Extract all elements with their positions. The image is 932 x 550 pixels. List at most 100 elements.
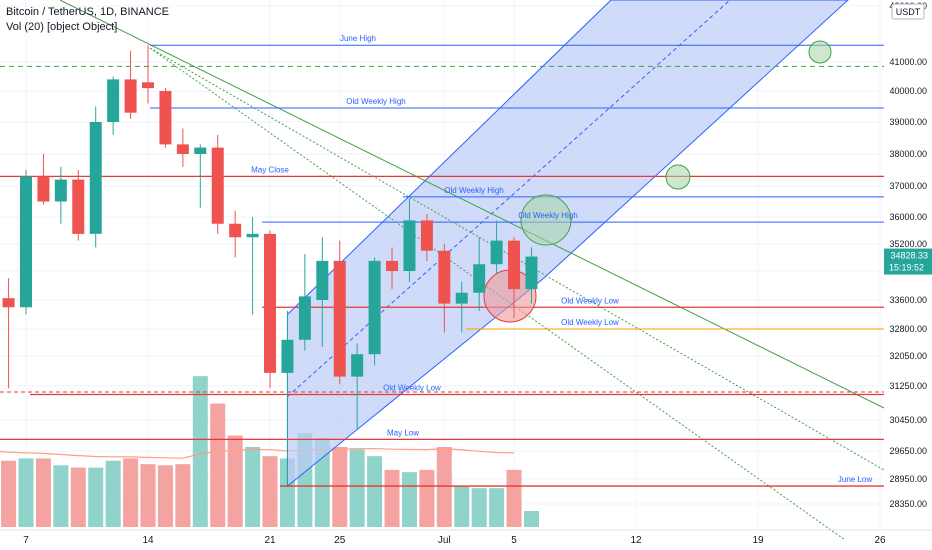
time-tick-label: 5 xyxy=(511,535,517,546)
candle-body[interactable] xyxy=(386,260,399,271)
candle-body[interactable] xyxy=(194,147,207,154)
channel-median-line xyxy=(287,0,731,397)
candle-body[interactable] xyxy=(298,296,311,340)
volume-bar xyxy=(367,456,383,527)
level-label: Old Weekly Low xyxy=(561,318,619,327)
candle-body[interactable] xyxy=(37,176,50,202)
candle-body[interactable] xyxy=(211,147,224,224)
candle-body[interactable] xyxy=(72,179,85,234)
currency-badge[interactable] xyxy=(891,3,925,20)
last-price-label: 34828.33 xyxy=(890,251,928,261)
level-label: May Low xyxy=(387,428,419,437)
volume-bar xyxy=(35,458,51,527)
volume-bar xyxy=(175,464,191,527)
candle-body[interactable] xyxy=(455,292,468,304)
volume-bar xyxy=(506,469,522,527)
candle-body[interactable] xyxy=(368,260,381,355)
volume-bar xyxy=(523,511,539,527)
time-axis[interactable]: 7 14 21 25 Jul 5 12 19 26 xyxy=(0,529,932,546)
price-tick-label: 38000.00 xyxy=(889,149,927,159)
trendline-dotted-1[interactable] xyxy=(149,47,885,471)
volume-bar xyxy=(489,488,505,527)
volume-bar xyxy=(1,460,17,527)
symbol-title[interactable]: Bitcoin / TetherUS, 1D, BINANCE xyxy=(6,6,170,18)
candle-body[interactable] xyxy=(2,298,15,308)
highlight-circle-green-small[interactable] xyxy=(665,164,691,190)
volume-bar xyxy=(471,488,487,527)
candle-body[interactable] xyxy=(473,264,486,293)
level-label: Old Weekly High xyxy=(346,97,405,106)
volume-bar xyxy=(262,456,278,527)
level-label: May Close xyxy=(251,165,289,174)
price-tick-label: 31250.00 xyxy=(889,381,927,391)
last-price-tag[interactable] xyxy=(884,248,932,275)
candle-body[interactable] xyxy=(438,250,451,304)
candle-body[interactable] xyxy=(281,339,294,373)
price-tick-label: 37000.00 xyxy=(889,181,927,191)
price-tick-label: 36000.00 xyxy=(889,212,927,222)
candle-body[interactable] xyxy=(229,223,242,238)
candle-body[interactable] xyxy=(403,220,416,271)
candle-body[interactable] xyxy=(490,240,503,265)
price-tick-label: 28350.00 xyxy=(889,499,927,509)
candle-body[interactable] xyxy=(89,122,102,234)
price-tick-label: 28950.00 xyxy=(889,474,927,484)
price-tick-label: 29650.00 xyxy=(889,446,927,456)
price-tick-label: 33600.00 xyxy=(889,295,927,305)
highlight-circle-green[interactable] xyxy=(520,194,572,246)
level-labels: June High Old Weekly High May Close Old Wee… xyxy=(251,34,872,484)
candle-body[interactable] xyxy=(316,260,329,300)
level-label: Old Weekly Low xyxy=(383,384,441,393)
volume-bar xyxy=(436,447,452,527)
candle-body[interactable] xyxy=(420,220,433,251)
volume-pane xyxy=(0,376,539,527)
level-label: Old Weekly Low xyxy=(561,296,619,305)
volume-bar xyxy=(18,458,34,527)
volume-bar xyxy=(349,449,365,527)
volume-bar xyxy=(53,465,69,527)
volume-bar xyxy=(123,458,139,527)
time-tick-label: Jul xyxy=(438,535,451,546)
price-tick-label: 40000.00 xyxy=(889,86,927,96)
candle-body[interactable] xyxy=(246,233,259,238)
candle-body[interactable] xyxy=(176,144,189,154)
volume-ma-line xyxy=(0,447,515,459)
currency-badge-label: USDT xyxy=(896,7,921,17)
time-tick-label: 19 xyxy=(752,535,764,546)
volume-bar xyxy=(454,485,470,527)
candle-body[interactable] xyxy=(142,82,155,89)
volume-bar xyxy=(384,469,400,527)
time-tick-label: 26 xyxy=(875,535,887,546)
volume-bar xyxy=(332,447,348,527)
candles[interactable] xyxy=(0,45,538,486)
candle-body[interactable] xyxy=(159,91,172,145)
candle-body[interactable] xyxy=(107,79,120,122)
candle-body[interactable] xyxy=(508,240,521,290)
price-tick-label: 39000.00 xyxy=(889,117,927,127)
time-tick-label: 25 xyxy=(334,535,346,546)
candle-body[interactable] xyxy=(264,233,277,373)
volume-bar xyxy=(419,469,435,527)
price-axis[interactable]: 42000.0041000.0040000.0039000.0038000.00… xyxy=(884,0,932,550)
candle-body[interactable] xyxy=(525,256,538,290)
highlight-circle-green-top[interactable] xyxy=(808,40,832,64)
candle-body[interactable] xyxy=(54,179,67,202)
price-tick-label: 41000.00 xyxy=(889,57,927,67)
volume-bar xyxy=(105,460,121,527)
candle-body[interactable] xyxy=(351,354,364,377)
level-label: June High xyxy=(340,34,376,43)
time-tick-label: 14 xyxy=(142,535,154,546)
level-label: June Low xyxy=(838,475,872,484)
volume-indicator-label[interactable]: Vol (20) [object Object] xyxy=(6,21,118,33)
candle-body[interactable] xyxy=(333,260,346,377)
candle-body[interactable] xyxy=(20,176,32,308)
trendline-green[interactable] xyxy=(59,0,885,409)
candle-body[interactable] xyxy=(124,79,137,113)
volume-bar xyxy=(192,376,208,527)
volume-bar xyxy=(140,464,156,527)
price-tick-label: 32800.00 xyxy=(889,324,927,334)
drawings[interactable] xyxy=(0,0,885,541)
level-label: Old Weekly High xyxy=(444,186,503,195)
